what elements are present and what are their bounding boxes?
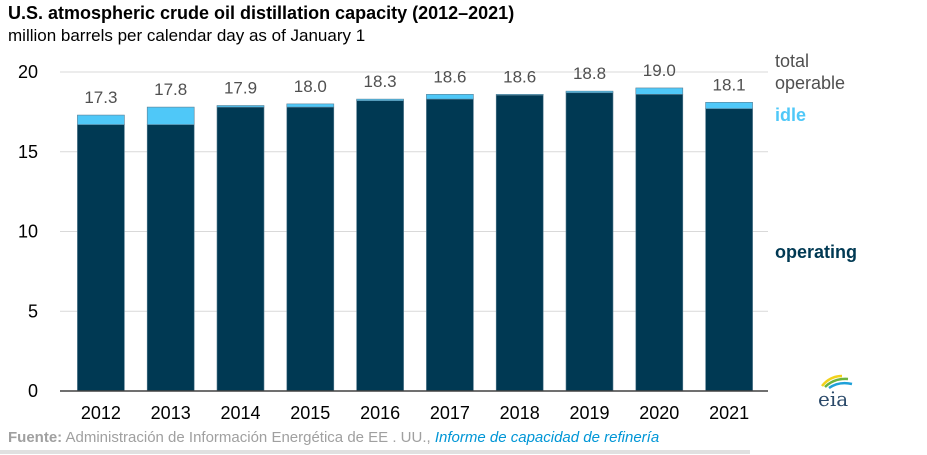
total-data-label: 18.8 [573, 64, 606, 83]
bar-operating [495, 94, 544, 392]
bar-operating [565, 92, 614, 392]
source-text: Administración de Información Energética… [62, 429, 431, 446]
bar-idle [77, 114, 125, 125]
bar-idle [495, 94, 544, 96]
source-link[interactable]: Informe de capacidad de refinería [434, 429, 660, 446]
logo-arc-blue [828, 381, 853, 390]
bar-operating [705, 108, 753, 392]
total-data-label: 18.6 [433, 67, 466, 86]
x-tick-label: 2019 [569, 403, 609, 423]
bar-operating [426, 98, 474, 392]
x-tick-label: 2013 [151, 403, 191, 423]
bar-operating [77, 124, 125, 392]
total-data-label: 17.9 [224, 78, 257, 97]
bar-operating [216, 106, 265, 392]
chart-subtitle: million barrels per calendar day as of J… [8, 26, 366, 45]
legend-total-operable: total operable [775, 50, 845, 94]
bar-idle [426, 94, 474, 100]
total-data-label: 18.3 [364, 72, 397, 91]
y-tick-label: 5 [28, 301, 38, 321]
logo-arc-yellow [821, 374, 843, 387]
x-tick-label: 2017 [430, 403, 470, 423]
legend-total-line1: total [775, 51, 810, 71]
x-tick-label: 2014 [220, 403, 260, 423]
total-data-label: 18.0 [294, 77, 327, 96]
bar-operating [635, 94, 684, 392]
footer-divider [0, 450, 750, 454]
y-tick-label: 15 [18, 142, 38, 162]
bar-operating [356, 100, 404, 392]
bar-idle [146, 106, 195, 125]
total-data-label: 18.1 [713, 75, 746, 94]
bar-operating [286, 106, 335, 392]
logo-text: eia [818, 387, 848, 411]
legend-total-line2: operable [775, 73, 846, 93]
total-data-label: 17.3 [84, 88, 117, 107]
bar-idle [635, 87, 684, 95]
bar-idle [705, 102, 753, 109]
x-tick-label: 2021 [709, 403, 749, 423]
y-tick-label: 0 [28, 381, 38, 401]
legend-idle: idle [775, 105, 807, 125]
x-tick-label: 2015 [290, 403, 330, 423]
logo-arc-green [824, 377, 849, 388]
legend-operating: operating [775, 242, 858, 262]
chart-title: U.S. atmospheric crude oil distillation … [8, 3, 515, 23]
x-tick-label: 2016 [360, 403, 400, 423]
bar-idle [565, 90, 614, 94]
y-tick-label: 10 [18, 222, 38, 242]
source-label: Fuente: [8, 429, 63, 446]
x-tick-label: 2020 [639, 403, 679, 423]
total-data-label: 19.0 [643, 61, 676, 80]
x-tick-label: 2012 [81, 403, 121, 423]
total-data-label: 18.6 [503, 67, 536, 86]
y-tick-label: 20 [18, 62, 38, 82]
bar-idle [216, 105, 265, 108]
x-tick-label: 2018 [500, 403, 540, 423]
eia-logo: eia [818, 374, 853, 411]
bar-idle [286, 103, 335, 108]
source-note: Fuente: Administración de Información En… [8, 429, 659, 446]
total-data-label: 17.8 [154, 80, 187, 99]
bar-idle [356, 98, 404, 102]
bar-operating [146, 124, 195, 392]
